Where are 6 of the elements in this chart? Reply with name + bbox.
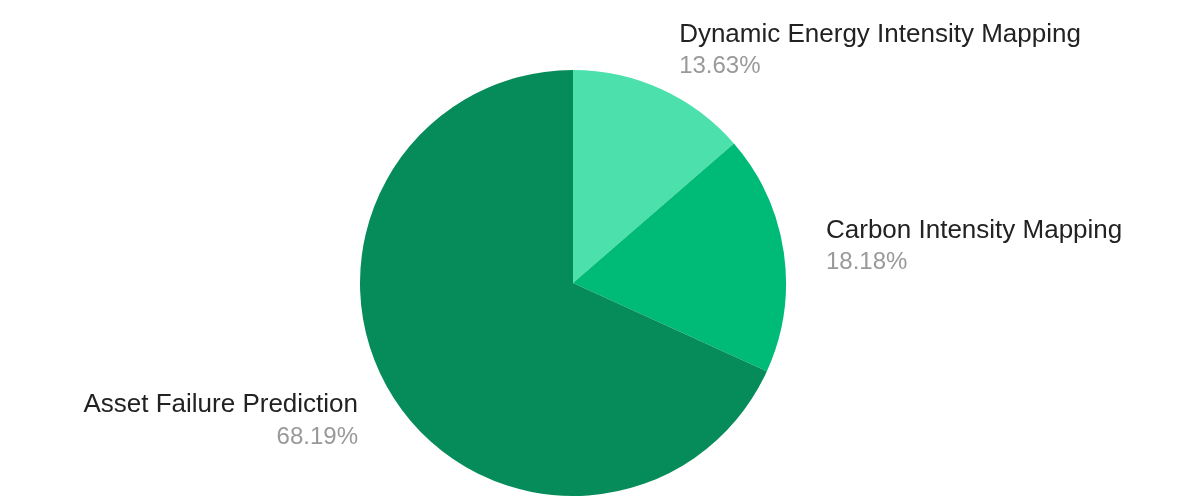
data-label: 18.18%: [825, 247, 908, 275]
data-label: 13.63%: [679, 51, 761, 79]
slice-label: Dynamic Energy Intensity Mapping: [679, 17, 1081, 48]
data-label: 68.19%: [276, 421, 359, 449]
slice-label: Asset Failure Prediction: [83, 388, 359, 419]
slice-label: Carbon Intensity Mapping: [825, 213, 1123, 244]
